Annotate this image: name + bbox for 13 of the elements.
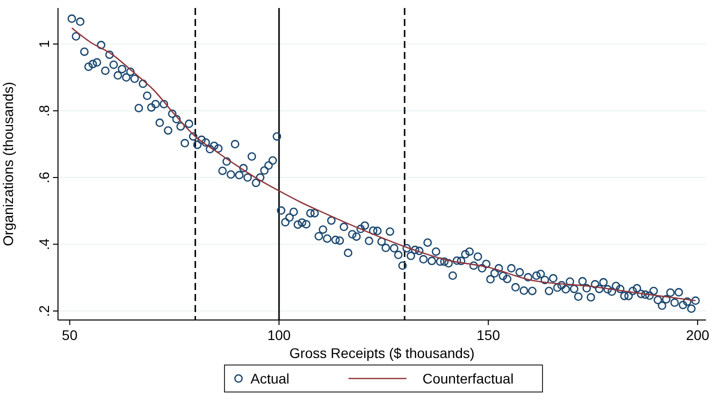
- legend-label: Counterfactual: [422, 370, 514, 386]
- y-tick-label: .2: [36, 304, 52, 317]
- y-axis-title: Organizations (thousands): [0, 82, 16, 246]
- legend-label: Actual: [250, 370, 290, 386]
- y-tick-label: 1: [36, 40, 52, 48]
- y-tick-label: .8: [36, 104, 52, 117]
- x-tick-label: 200: [686, 327, 710, 343]
- x-tick-label: 100: [267, 327, 291, 343]
- y-tick-label: .4: [36, 238, 52, 250]
- x-axis-title: Gross Receipts ($ thousands): [289, 345, 475, 361]
- x-tick-label: 150: [476, 327, 500, 343]
- x-tick-label: 50: [62, 327, 78, 343]
- y-tick-label: .6: [36, 171, 52, 184]
